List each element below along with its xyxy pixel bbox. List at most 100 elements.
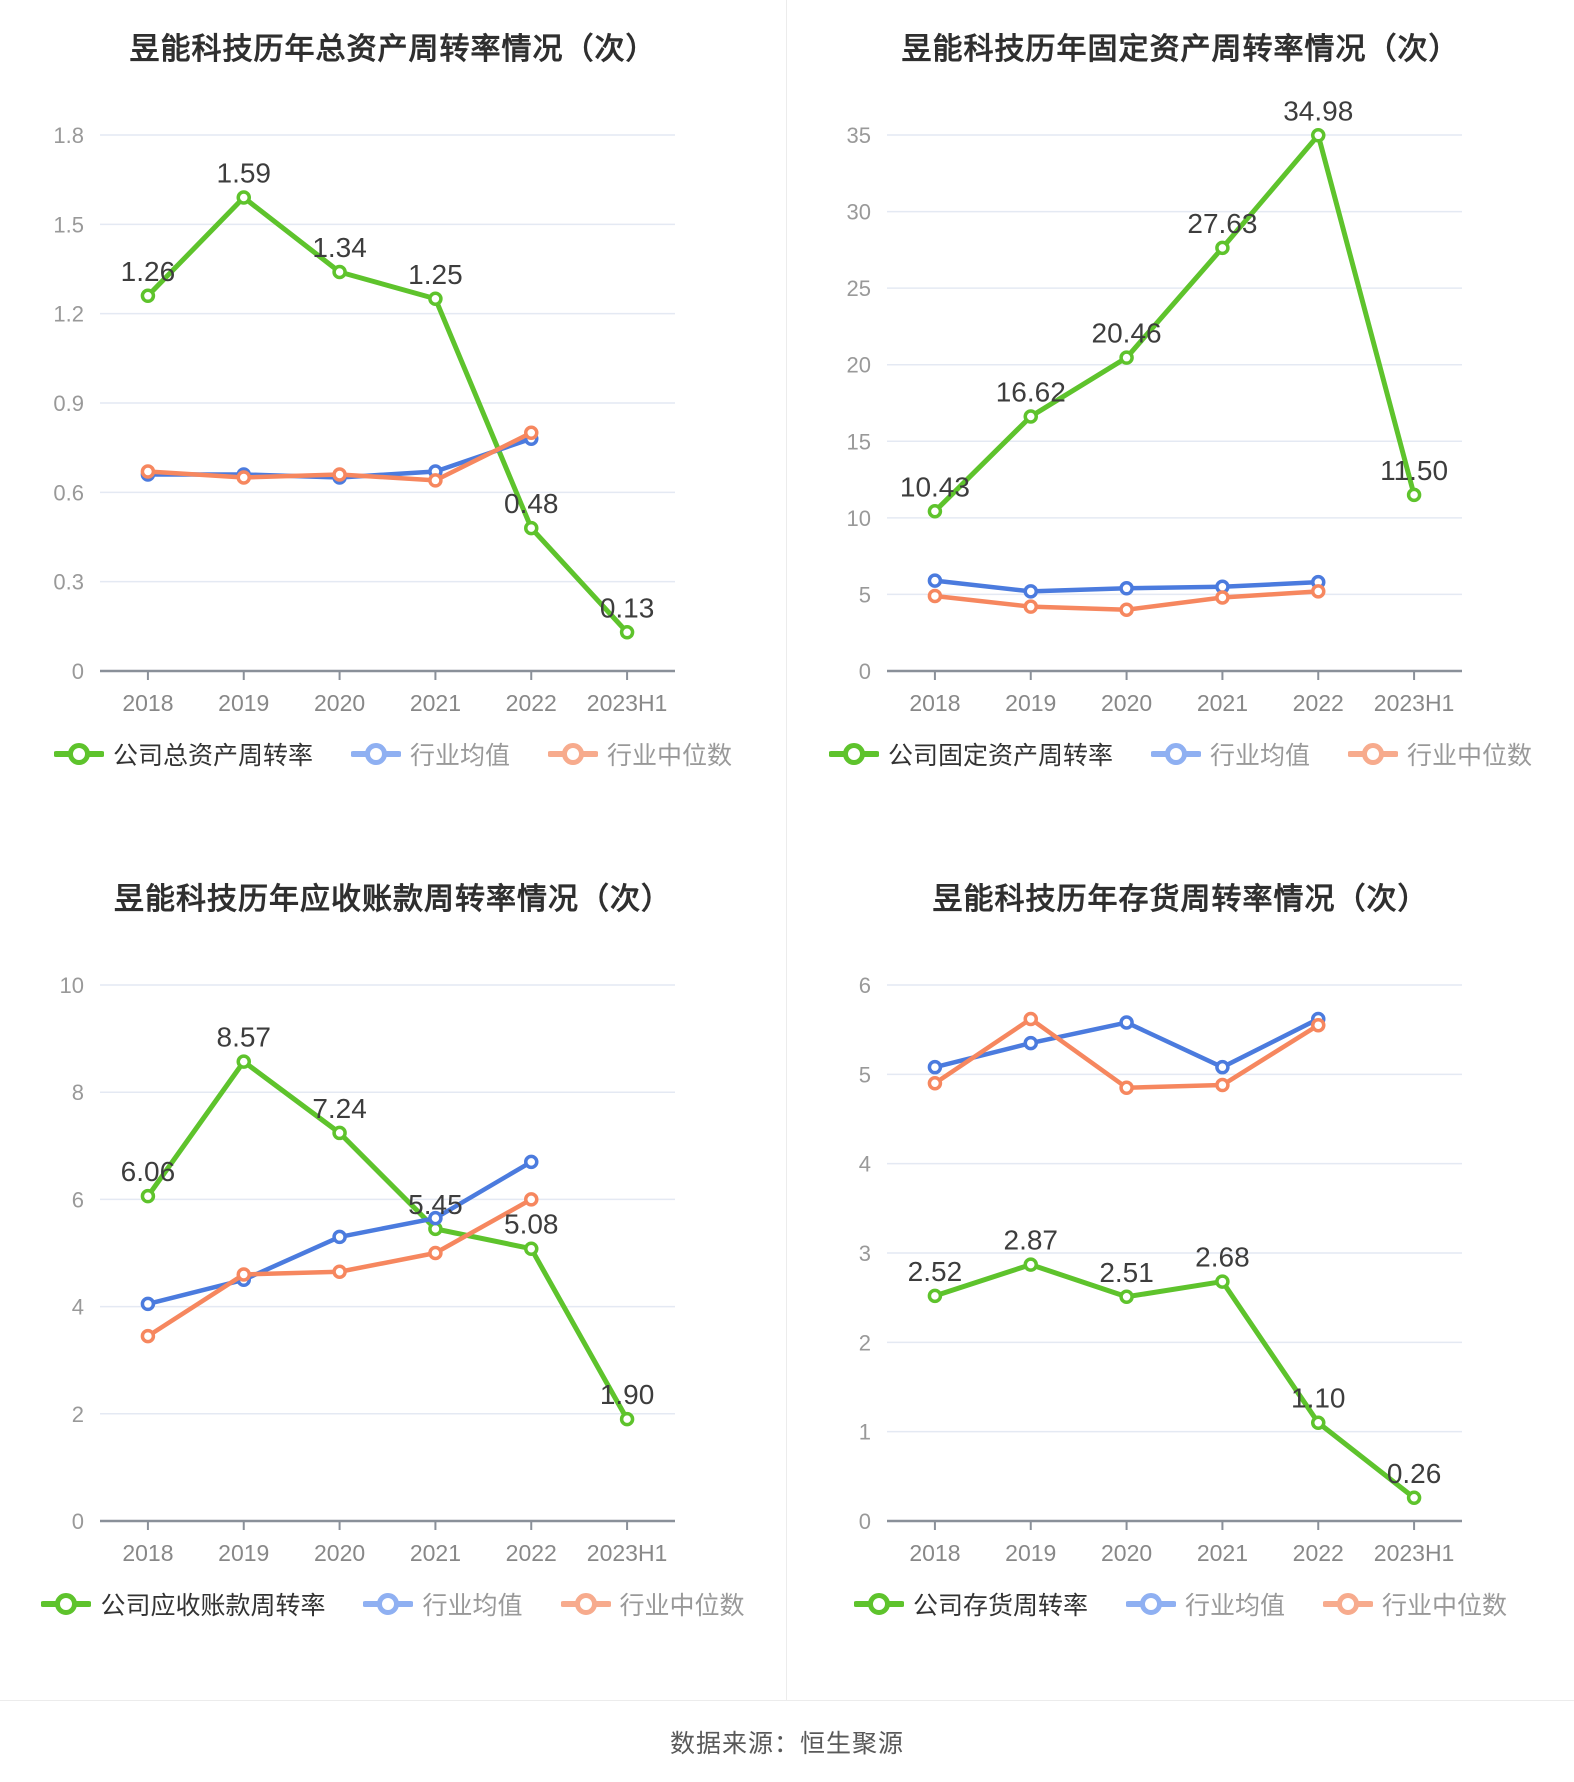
data-label: 16.62 (996, 376, 1066, 407)
y-tick-label: 3 (859, 1241, 871, 1266)
series-industry-median (140, 425, 538, 488)
legend-marker-icon (853, 1593, 904, 1615)
series-company (927, 1257, 1422, 1506)
y-tick-label: 25 (847, 276, 871, 301)
chart-title-receivable-turnover: 昱能科技历年应收账款周转率情况（次） (114, 883, 672, 916)
footer: 数据来源：恒生聚源 (0, 1700, 1574, 1782)
series-industry-median (927, 1011, 1326, 1095)
y-tick-label: 10 (59, 973, 83, 998)
legend-marker-icon (1348, 743, 1398, 765)
charts-grid: 昱能科技历年总资产周转率情况（次） 2018 2019 2020 2021 2022 20… (0, 0, 1532, 1700)
legend-marker-icon (41, 1593, 92, 1615)
legend-item-industry-median[interactable]: 行业中位数 (1348, 736, 1532, 772)
y-tick-label: 1.8 (53, 123, 84, 148)
line-chart: 2018 2019 2020 2021 2022 2023H1 0 5 10 15 20 25 30 35… (847, 95, 1462, 716)
legend-label: 行业中位数 (1407, 742, 1533, 770)
y-tick-label: 2 (71, 1402, 83, 1427)
legend-marker-icon (350, 743, 401, 765)
y-tick-label: 1 (859, 1420, 871, 1445)
chart-title-total-asset-turnover: 昱能科技历年总资产周转率情况（次） (129, 33, 657, 66)
legend-label: 行业均值 (422, 1592, 523, 1620)
x-tick-label: 2020 (313, 1540, 364, 1564)
data-point (927, 504, 943, 519)
data-point (236, 1054, 251, 1069)
data-label: 0.26 (1387, 1458, 1442, 1489)
data-point (1023, 599, 1038, 614)
data-label: 11.50 (1380, 455, 1448, 486)
data-point (1023, 409, 1038, 424)
data-point (1119, 581, 1134, 596)
legend-item-industry-median[interactable]: 行业中位数 (548, 736, 732, 772)
y-tick-label: 10 (847, 506, 871, 531)
y-tick-label: 1.2 (53, 302, 84, 327)
legend-item-company[interactable]: 公司总资产周转率 (53, 736, 313, 772)
x-tick-label: 2018 (122, 690, 173, 714)
legend-item-industry-median[interactable]: 行业中位数 (560, 1586, 745, 1622)
gridlines (99, 134, 675, 583)
legend-item-company[interactable]: 公司应收账款周转率 (41, 1586, 325, 1622)
legend-item-industry-average[interactable]: 行业均值 (363, 1586, 523, 1622)
data-point (1119, 1080, 1134, 1095)
legend-label: 行业中位数 (619, 1592, 745, 1620)
data-point (140, 1328, 155, 1344)
series-company (927, 128, 1422, 519)
y-tick-label: 0.6 (53, 480, 84, 505)
y-tick-label: 0 (71, 1509, 83, 1534)
data-label: 1.25 (408, 259, 463, 290)
data-point (927, 588, 943, 604)
data-point (1311, 1017, 1326, 1033)
legend-marker-icon (828, 743, 879, 765)
data-label: 1.34 (312, 232, 367, 263)
y-tick-label: 0.3 (53, 570, 84, 595)
legend-item-industry-median[interactable]: 行业中位数 (1323, 1586, 1507, 1622)
data-point (1311, 584, 1326, 599)
legend-receivable-turnover: 公司应收账款周转率 行业均值 行业中位数 (41, 1586, 745, 1622)
series-company (140, 1054, 634, 1427)
data-point (331, 1125, 347, 1141)
data-label: 1.90 (599, 1379, 654, 1410)
y-axis-labels: 0 1 2 3 4 5 6 (859, 973, 871, 1534)
data-point (1215, 1274, 1230, 1289)
x-tick-label: 2019 (218, 690, 269, 714)
y-tick-label: 4 (859, 1152, 871, 1177)
data-label: 6.06 (120, 1156, 175, 1187)
data-point (1406, 487, 1422, 503)
data-point (1023, 1257, 1038, 1272)
legend-label: 公司存货周转率 (912, 1592, 1088, 1620)
y-tick-label: 5 (859, 1062, 871, 1087)
data-label: 2.87 (1004, 1225, 1059, 1256)
x-tick-label: 2019 (1005, 690, 1056, 714)
y-tick-label: 2 (859, 1330, 871, 1355)
data-point (236, 190, 251, 205)
data-point (1119, 350, 1134, 365)
legend-label: 行业中位数 (607, 742, 733, 770)
x-tick-label: 2021 (409, 690, 460, 714)
legend-marker-icon (560, 1593, 611, 1615)
data-label: 10.43 (900, 471, 970, 502)
x-axis: 2018 2019 2020 2021 2022 2023H1 (887, 1519, 1462, 1566)
series-industry-median (140, 1192, 538, 1344)
data-point (1119, 1015, 1134, 1030)
x-tick-label: 2020 (1101, 690, 1152, 714)
data-point (1023, 1035, 1038, 1051)
legend-item-industry-average[interactable]: 行业均值 (1150, 736, 1310, 772)
x-axis: 2018 2019 2020 2021 2022 2023H1 (99, 1519, 675, 1566)
data-label: 27.63 (1187, 208, 1257, 239)
x-axis: 2018 2019 2020 2021 2022 2023H1 (99, 669, 675, 716)
data-point (140, 464, 155, 479)
data-point (523, 1241, 538, 1256)
legend-item-industry-average[interactable]: 行业均值 (350, 736, 510, 772)
legend-item-company[interactable]: 公司存货周转率 (853, 1586, 1088, 1622)
line-chart: 2018 2019 2020 2021 2022 2023H1 0 2 4 6 8 10 6.06 8.5… (59, 973, 675, 1566)
y-axis-labels: 0 5 10 15 20 25 30 35 (847, 123, 871, 684)
legend-marker-icon (363, 1593, 414, 1615)
x-tick-label: 2022 (1293, 1540, 1344, 1564)
legend-item-company[interactable]: 公司固定资产周转率 (828, 736, 1113, 772)
y-tick-label: 8 (71, 1080, 83, 1105)
y-tick-label: 15 (847, 429, 871, 454)
legend-total-asset-turnover: 公司总资产周转率 行业均值 行业中位数 (53, 736, 732, 772)
y-tick-label: 4 (71, 1295, 83, 1320)
legend-item-industry-average[interactable]: 行业均值 (1125, 1586, 1285, 1622)
receivable-turnover-chart: 2018 2019 2020 2021 2022 2023H1 0 2 4 6 8 10 6.06 8.5… (0, 924, 787, 1566)
legend-marker-icon (548, 743, 598, 765)
